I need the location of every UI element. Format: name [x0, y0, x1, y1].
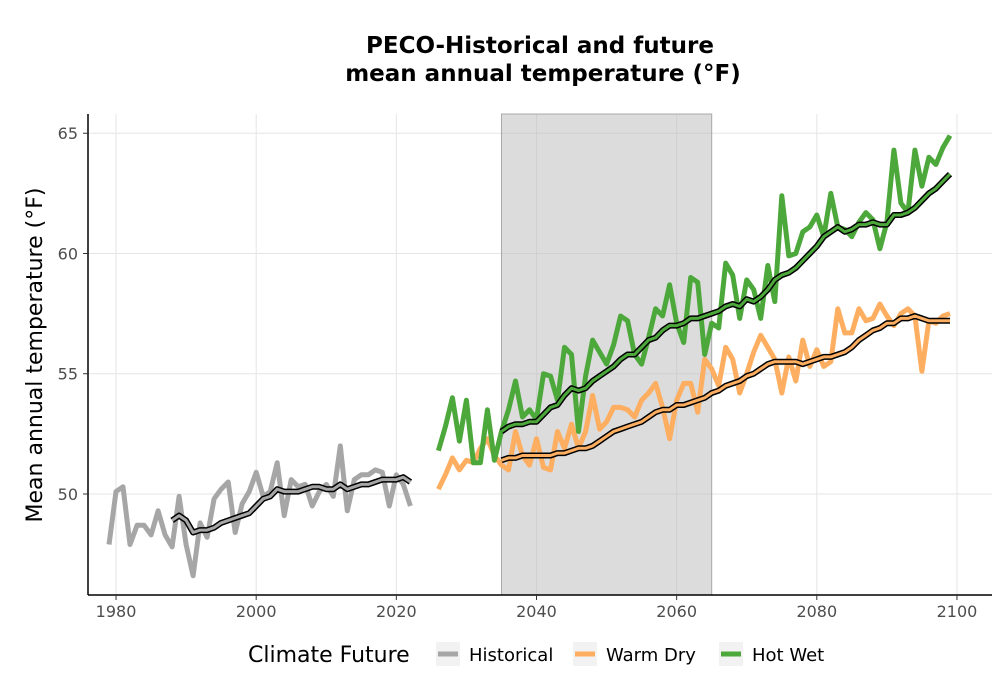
x-tick-label-1980: 1980	[96, 602, 137, 621]
chart-title-line1: PECO-Historical and future	[366, 33, 714, 59]
moving-average-line-historical	[171, 475, 412, 534]
legend: Climate Future Historical Warm Dry Hot Wet	[248, 642, 824, 668]
x-tick-label-2080: 2080	[796, 602, 837, 621]
x-tick-label-2020: 2020	[376, 602, 417, 621]
series-line-historical	[106, 443, 413, 579]
legend-label-warm-dry: Warm Dry	[606, 645, 696, 666]
chart-title-line2: mean annual temperature (°F)	[345, 61, 741, 87]
x-tick-label-2100: 2100	[937, 602, 978, 621]
x-tick-label-2000: 2000	[236, 602, 277, 621]
shaded-period-band	[500, 113, 713, 596]
x-tick-label-2060: 2060	[656, 602, 697, 621]
x-tick-label-2040: 2040	[516, 602, 557, 621]
y-tick-label-60: 60	[58, 244, 78, 263]
moving-average-line-hot-wet	[500, 173, 952, 433]
y-tick-label-65: 65	[58, 124, 78, 143]
y-axis-label: Mean annual temperature (°F)	[23, 188, 48, 523]
legend-label-hot-wet: Hot Wet	[752, 645, 824, 666]
y-tick-label-50: 50	[58, 485, 78, 504]
plot-layer: 1980 2000 2020 2040 2060 2080 2100 50 55 60 65	[58, 113, 992, 621]
moving-average-line-warm-dry	[501, 314, 950, 462]
legend-title: Climate Future	[248, 643, 410, 668]
series-line-hot-wet	[435, 134, 953, 466]
y-tick-label-55: 55	[58, 365, 78, 384]
legend-label-historical: Historical	[469, 645, 553, 666]
